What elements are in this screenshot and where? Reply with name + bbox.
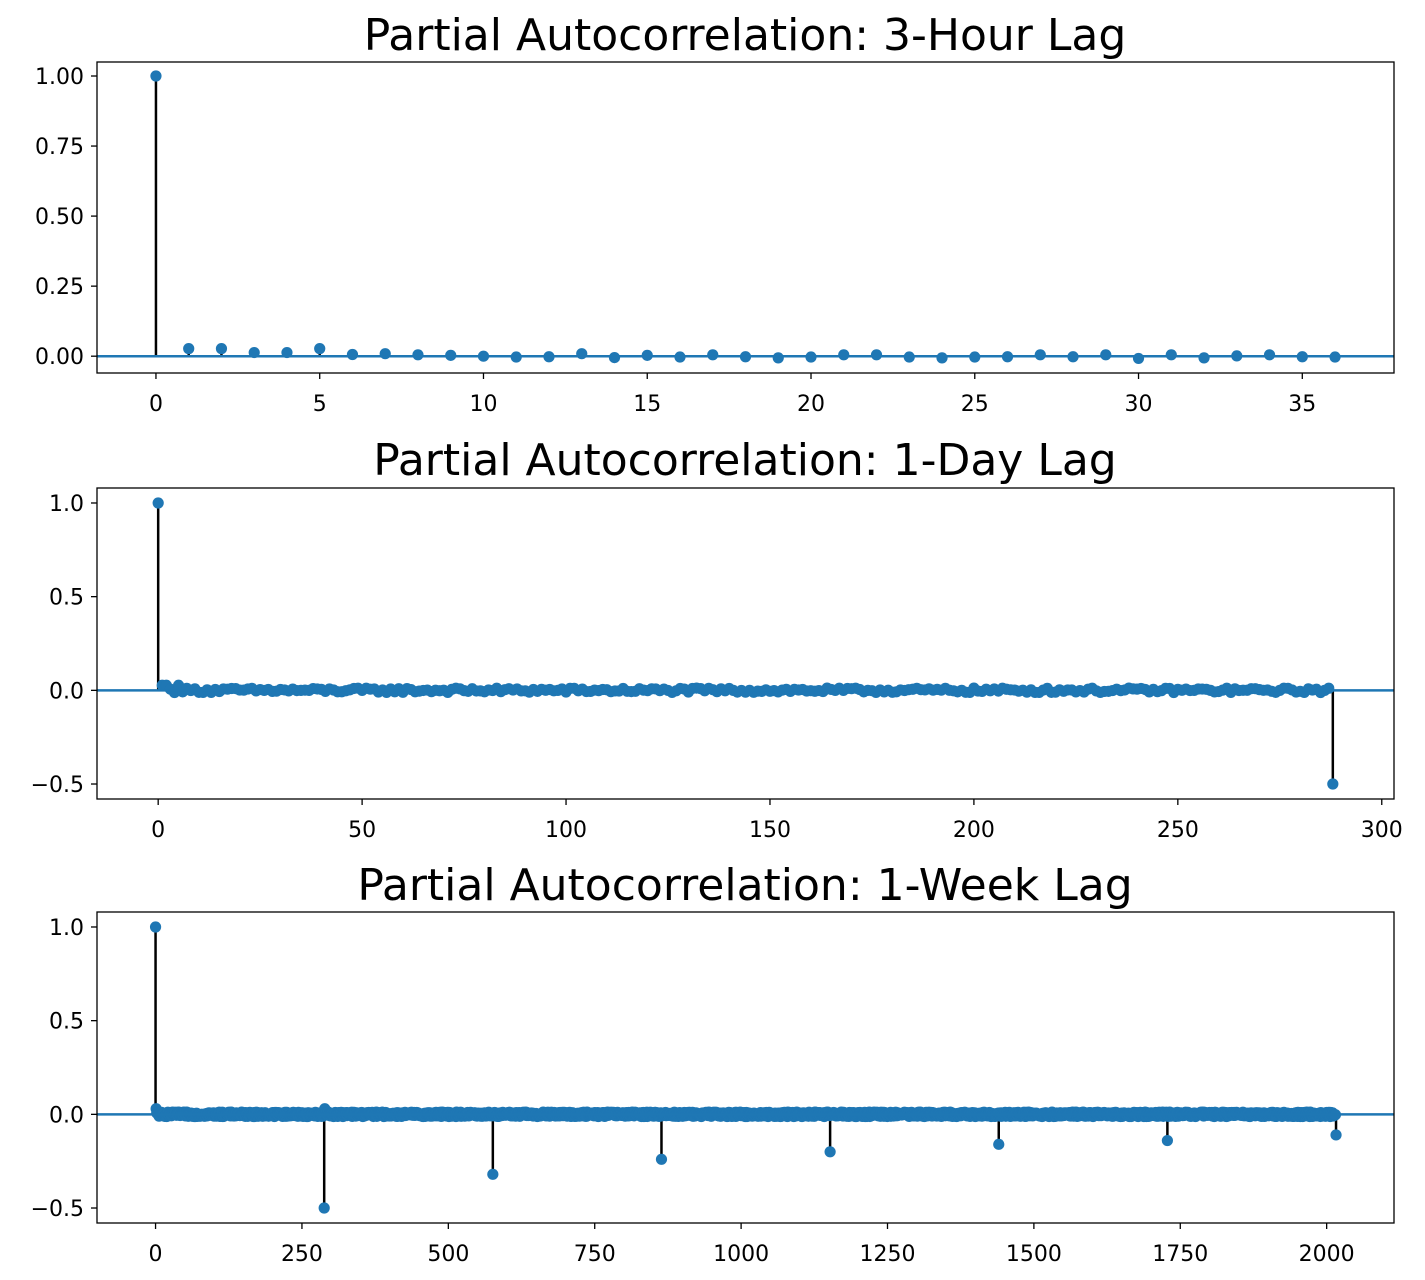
pacf-markers xyxy=(150,70,1341,365)
pacf-point xyxy=(487,1168,499,1180)
x-tick-label: 1750 xyxy=(1152,1242,1208,1267)
pacf-point xyxy=(993,1138,1005,1150)
x-tick-label: 100 xyxy=(545,818,587,843)
x-tick-label: 2000 xyxy=(1299,1242,1355,1267)
pacf-point xyxy=(1132,352,1145,365)
y-tick-label: 0.25 xyxy=(35,275,84,300)
x-tick-label: 10 xyxy=(469,392,497,417)
pacf-point xyxy=(183,343,195,355)
pacf-point xyxy=(318,1202,330,1214)
pacf-point xyxy=(772,352,784,364)
pacf-point xyxy=(936,352,948,364)
pacf-point xyxy=(838,349,850,361)
pacf-point xyxy=(655,1153,668,1165)
y-tick-label: 0.5 xyxy=(49,1010,84,1035)
x-tick-label: 25 xyxy=(961,392,989,417)
pacf-panel-1-day: Partial Autocorrelation: 1-Day Lag 0 50 10… xyxy=(0,425,1425,850)
x-tick-label: 20 xyxy=(797,392,825,417)
x-tick-label: 0 xyxy=(149,392,163,417)
y-tick-label: 1.0 xyxy=(49,916,84,941)
y-tick-label: 0.50 xyxy=(35,205,84,230)
pacf-chart-1-week: 0 250 500 750 1000 1250 1500 1750 2000 −0.5 0.0 0.5… xyxy=(31,911,1395,1267)
y-tick-label: 0.0 xyxy=(49,679,84,704)
pacf-point xyxy=(412,349,424,361)
x-tick-label: 15 xyxy=(633,392,661,417)
stem-lines xyxy=(154,76,321,357)
pacf-point xyxy=(150,70,162,82)
y-tick-label: 0.5 xyxy=(49,586,84,611)
x-tick-label: 5 xyxy=(313,392,327,417)
pacf-chart-3-hour: 0 5 10 15 20 25 30 35 0.00 0.25 0.50 0.75 1.00 xyxy=(35,61,1395,417)
x-tick-label: 1250 xyxy=(859,1242,915,1267)
y-tick-label: 0.00 xyxy=(35,345,84,370)
x-tick-label: 0 xyxy=(149,1242,163,1267)
stem-lines xyxy=(154,926,1338,1209)
x-tick-label: 750 xyxy=(574,1242,616,1267)
x-tick-label: 250 xyxy=(1157,818,1199,843)
pacf-panel-3-hour: Partial Autocorrelation: 3-Hour Lag 0 5 10… xyxy=(0,0,1425,425)
y-tick-label: 1.00 xyxy=(35,65,84,90)
x-tick-label: 35 xyxy=(1288,392,1316,417)
chart-title: Partial Autocorrelation: 1-Week Lag xyxy=(357,860,1133,911)
x-tick-label: 1000 xyxy=(713,1242,769,1267)
pacf-markers xyxy=(149,921,1342,1214)
y-tick-label: 1.0 xyxy=(49,492,84,517)
pacf-point xyxy=(314,343,326,355)
y-tick-label: 0.75 xyxy=(35,135,84,160)
y-tick-label: −0.5 xyxy=(31,1197,84,1222)
x-tick-label: 0 xyxy=(151,818,165,843)
pacf-point xyxy=(870,349,883,361)
pacf-point xyxy=(824,1146,836,1158)
pacf-point xyxy=(1161,1134,1173,1147)
pacf-point xyxy=(215,343,228,355)
pacf-point xyxy=(1330,1129,1342,1141)
y-tick-label: 0.0 xyxy=(49,1103,84,1128)
pacf-point xyxy=(608,351,621,364)
x-tick-label: 300 xyxy=(1361,818,1403,843)
pacf-point xyxy=(1327,778,1339,790)
plot-frame xyxy=(96,487,1395,800)
pacf-point xyxy=(707,349,719,361)
pacf-point xyxy=(1034,349,1046,361)
x-tick-label: 150 xyxy=(749,818,791,843)
pacf-panel-1-week: Partial Autocorrelation: 1-Week Lag 0 250… xyxy=(0,850,1425,1280)
pacf-point xyxy=(1263,349,1276,361)
plot-frame xyxy=(96,61,1395,374)
pacf-point xyxy=(379,348,391,360)
x-tick-label: 1500 xyxy=(1006,1242,1062,1267)
x-tick-label: 500 xyxy=(427,1242,469,1267)
x-tick-label: 30 xyxy=(1125,392,1153,417)
pacf-point xyxy=(1323,682,1335,694)
x-tick-label: 200 xyxy=(953,818,995,843)
pacf-point xyxy=(1100,349,1112,361)
pacf-point xyxy=(152,497,164,509)
stem-lines xyxy=(156,502,1335,785)
pacf-point xyxy=(149,921,162,933)
pacf-point xyxy=(346,348,359,361)
pacf-markers xyxy=(152,497,1339,790)
pacf-point xyxy=(1198,352,1210,364)
pacf-chart-1-day: 0 50 100 150 200 250 300 −0.5 0.0 0.5 1.0 xyxy=(31,487,1403,843)
plot-frame xyxy=(96,911,1395,1224)
x-tick-label: 250 xyxy=(281,1242,323,1267)
y-tick-label: −0.5 xyxy=(31,773,84,798)
chart-title: Partial Autocorrelation: 1-Day Lag xyxy=(373,435,1117,486)
chart-title: Partial Autocorrelation: 3-Hour Lag xyxy=(363,10,1127,61)
x-tick-label: 50 xyxy=(348,818,376,843)
pacf-point xyxy=(1165,349,1177,361)
pacf-point xyxy=(576,348,588,360)
